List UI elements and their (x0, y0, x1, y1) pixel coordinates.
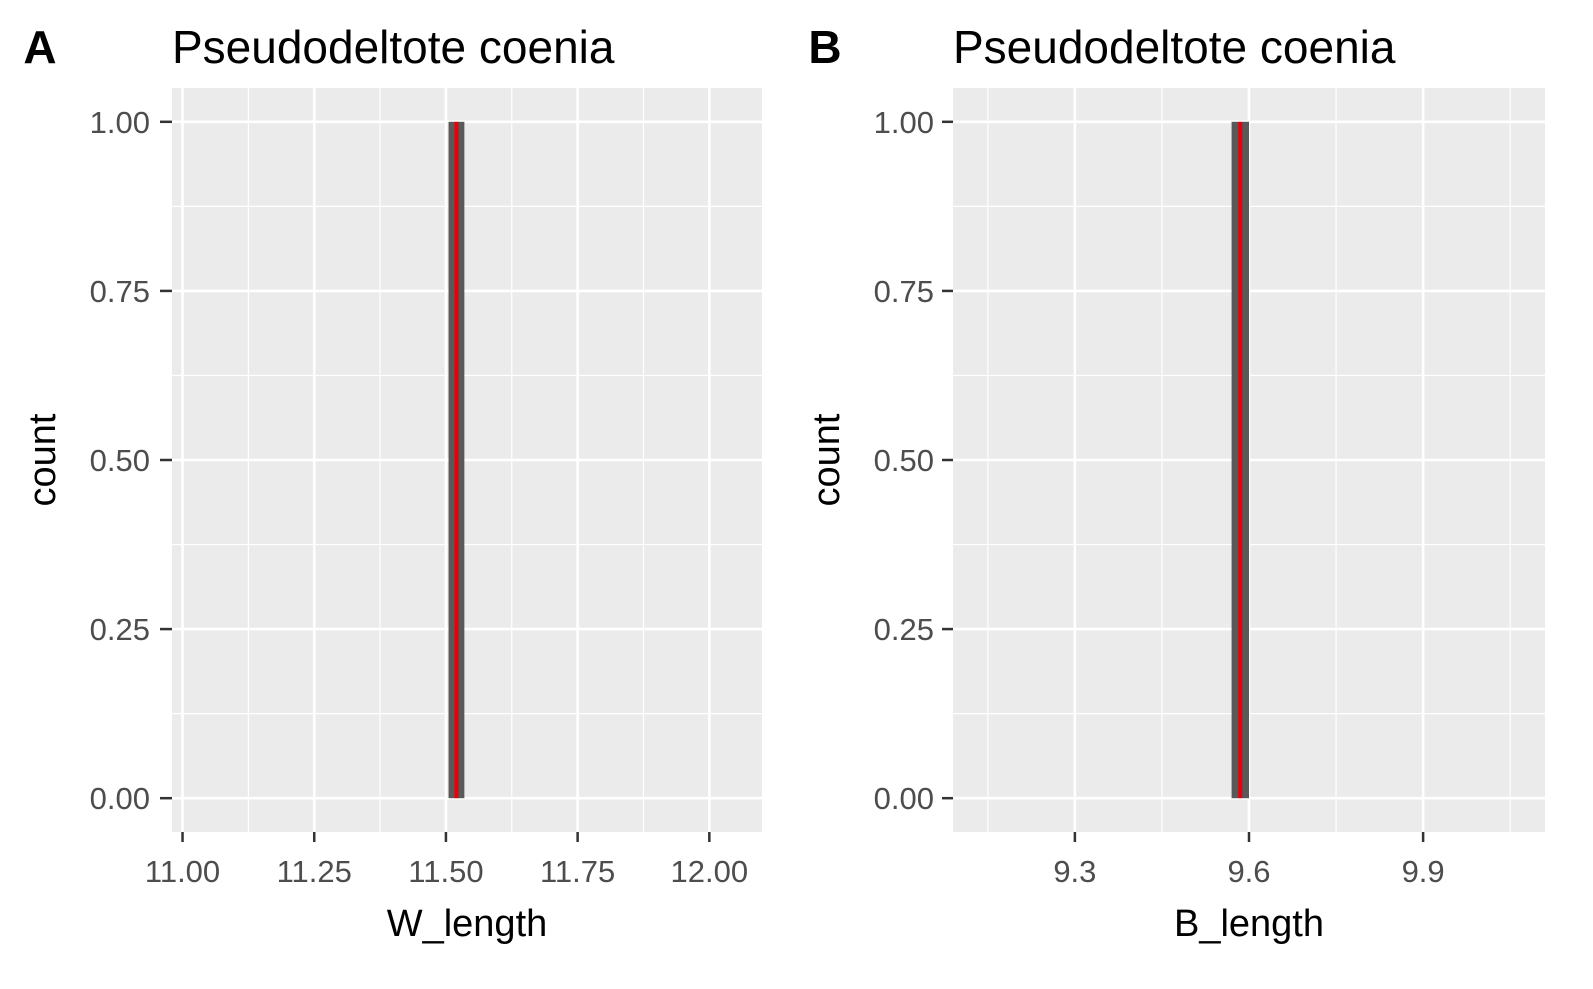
y-tick-label: 0.25 (874, 612, 934, 647)
chart-title: Pseudodeltote coenia (172, 21, 615, 73)
y-axis-label: count (22, 413, 64, 506)
x-tick-label: 9.3 (1053, 854, 1096, 889)
x-tick-label: 12.00 (671, 854, 749, 889)
y-tick-label: 0.50 (874, 443, 934, 478)
y-tick-label: 0.50 (90, 443, 150, 478)
y-tick-label: 0.25 (90, 612, 150, 647)
x-axis-label: W_length (387, 903, 548, 945)
x-tick-label: 11.75 (540, 854, 615, 889)
x-tick-label: 9.6 (1227, 854, 1270, 889)
y-tick-label: 1.00 (874, 105, 934, 140)
panel-b: 0.00 0.25 0.50 0.75 1.00 9.3 9.6 9.9 B_length cou… (806, 21, 1545, 945)
y-tick-label: 1.00 (90, 105, 150, 140)
panel-label: A (23, 21, 56, 73)
x-axis-label: B_length (1174, 903, 1324, 945)
x-tick-label: 11.25 (277, 854, 352, 889)
panel-label: B (808, 21, 841, 73)
y-axis-label: count (806, 413, 848, 506)
y-tick-label: 0.75 (874, 274, 934, 309)
y-tick-label: 0.00 (90, 781, 150, 816)
chart-title: Pseudodeltote coenia (953, 21, 1396, 73)
x-tick-label: 11.00 (145, 854, 220, 889)
x-tick-label: 9.9 (1402, 854, 1445, 889)
y-tick-label: 0.00 (874, 781, 934, 816)
panel-a: 0.00 0.25 0.50 0.75 1.00 11.00 11.25 11.50 11.75… (22, 21, 762, 945)
y-tick-label: 0.75 (90, 274, 150, 309)
x-tick-label: 11.50 (408, 854, 483, 889)
